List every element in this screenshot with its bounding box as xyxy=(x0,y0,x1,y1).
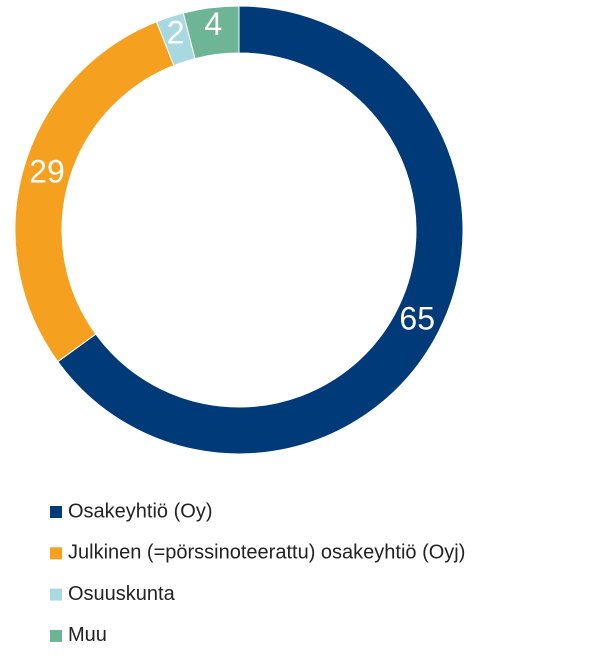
donut-segment xyxy=(182,5,240,60)
data-label: 65 xyxy=(399,300,435,336)
donut-segment xyxy=(14,21,175,363)
legend-swatch xyxy=(50,588,62,601)
data-label: 29 xyxy=(29,154,65,190)
data-label: 4 xyxy=(204,6,222,42)
legend-swatch xyxy=(50,547,62,560)
legend-label: Osakeyhtiö (Oy) xyxy=(68,500,212,522)
donut-segment xyxy=(57,5,464,455)
legend-label: Julkinen (=pörssinoteerattu) osakeyhtiö … xyxy=(68,542,465,564)
legend-swatch xyxy=(50,629,62,642)
legend-label: Osuuskunta xyxy=(68,583,176,605)
data-label: 2 xyxy=(167,14,185,50)
legend-label: Muu xyxy=(68,624,107,646)
legend-swatch xyxy=(50,506,62,518)
